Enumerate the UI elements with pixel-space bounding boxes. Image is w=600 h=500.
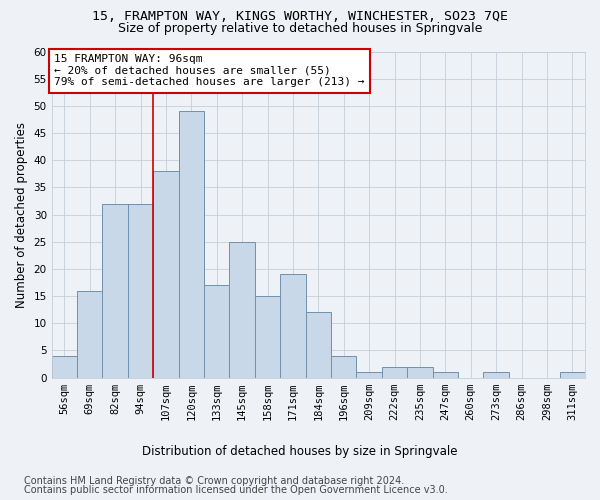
Bar	[153, 171, 179, 378]
Y-axis label: Number of detached properties: Number of detached properties	[15, 122, 28, 308]
Bar	[560, 372, 585, 378]
Text: Distribution of detached houses by size in Springvale: Distribution of detached houses by size …	[142, 444, 458, 458]
Text: Size of property relative to detached houses in Springvale: Size of property relative to detached ho…	[118, 22, 482, 35]
Bar	[204, 285, 229, 378]
Bar	[280, 274, 305, 378]
Bar	[77, 290, 103, 378]
Bar	[255, 296, 280, 378]
Text: Contains HM Land Registry data © Crown copyright and database right 2024.: Contains HM Land Registry data © Crown c…	[24, 476, 404, 486]
Bar	[229, 242, 255, 378]
Bar	[103, 204, 128, 378]
Text: 15, FRAMPTON WAY, KINGS WORTHY, WINCHESTER, SO23 7QE: 15, FRAMPTON WAY, KINGS WORTHY, WINCHEST…	[92, 10, 508, 23]
Bar	[407, 367, 433, 378]
Bar	[484, 372, 509, 378]
Bar	[179, 112, 204, 378]
Text: 15 FRAMPTON WAY: 96sqm
← 20% of detached houses are smaller (55)
79% of semi-det: 15 FRAMPTON WAY: 96sqm ← 20% of detached…	[54, 54, 365, 88]
Bar	[433, 372, 458, 378]
Bar	[356, 372, 382, 378]
Bar	[331, 356, 356, 378]
Bar	[128, 204, 153, 378]
Bar	[305, 312, 331, 378]
Bar	[382, 367, 407, 378]
Bar	[52, 356, 77, 378]
Text: Contains public sector information licensed under the Open Government Licence v3: Contains public sector information licen…	[24, 485, 448, 495]
